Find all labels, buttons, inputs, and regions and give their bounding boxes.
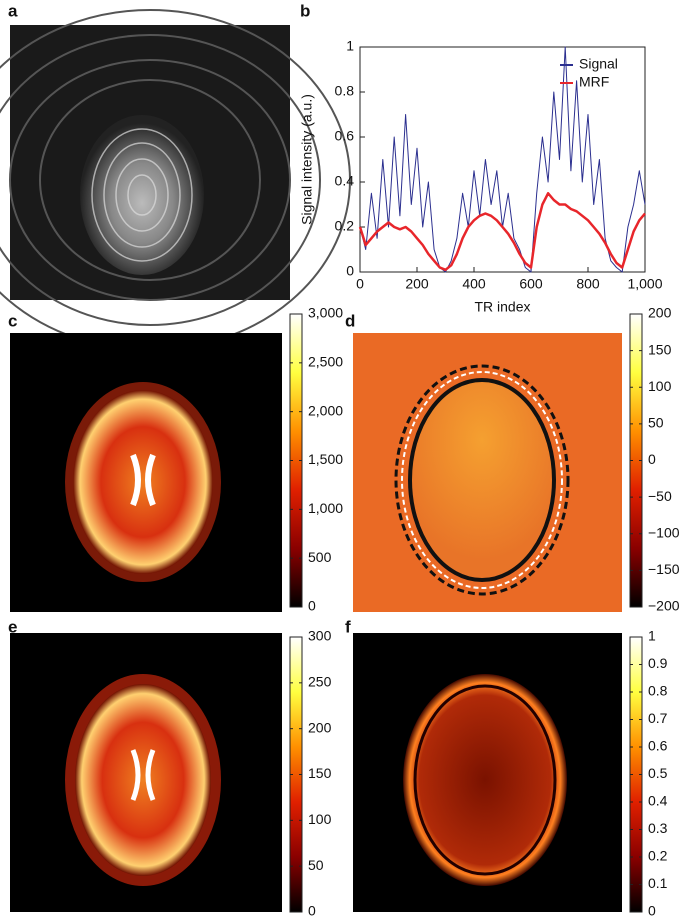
panel-label: e [8,617,17,636]
colorbar-tick-label: 300 [308,628,332,644]
image-d [353,333,622,612]
x-tick-label: 800 [576,276,600,292]
colorbar-tick-label: −200 [648,598,680,614]
colorbar-tick-label: 1 [648,628,656,644]
colorbar-tick-label: 150 [308,765,332,781]
colorbar-tick-label: 0.3 [648,820,668,836]
y-tick-label: 0.8 [335,83,355,99]
colorbar-tick-label: 0 [308,598,316,614]
colorbar-tick-label: 0.9 [648,655,668,671]
colorbar-tick-label: 0.4 [648,793,668,809]
figure: a b 0 0.2 0.4 0.6 0.8 1 0 200 400 600 800 1,000 TR ind… [0,0,685,919]
colorbar-tick-label: −50 [648,488,672,504]
panel-label: c [8,311,17,330]
image-a [0,10,350,350]
colorbar-tick-label: 0.1 [648,875,668,891]
x-axis-label: TR index [474,299,530,315]
colorbar-tick-label: 2,000 [308,402,343,418]
colorbar-tick-label: 0.8 [648,683,668,699]
panel-label: f [345,617,351,636]
colorbar-tick-label: 0.5 [648,765,668,781]
x-tick-label: 0 [356,276,364,292]
legend-label: MRF [579,74,609,90]
colorbar-tick-label: 500 [308,549,332,565]
x-tick-label: 400 [462,276,486,292]
colorbar-tick-label: 3,000 [308,305,343,321]
colorbar-tick-label: 0.7 [648,710,668,726]
y-tick-label: 0.4 [335,173,355,189]
colorbar-tick-label: 50 [308,857,324,873]
y-tick-label: 0 [346,263,354,279]
y-tick-label: 0.2 [335,218,355,234]
colorbar-tick-label: 0.2 [648,848,668,864]
image-c [10,333,282,612]
y-axis-label: Signal intensity (a.u.) [299,94,315,225]
panel-label: d [345,311,355,330]
x-tick-label: 1,000 [627,276,662,292]
colorbar-tick-label: 100 [648,378,672,394]
image-f [353,633,622,912]
colorbar-tick-label: −150 [648,561,680,577]
colorbar-tick-label: 1,000 [308,500,343,516]
colorbar-tick-label: 0 [308,903,316,919]
panel-label: a [8,1,18,20]
colorbar-tick-label: 200 [648,305,672,321]
y-tick-label: 0.6 [335,128,355,144]
colorbar-tick-label: 150 [648,341,672,357]
x-tick-label: 200 [405,276,429,292]
colorbar-tick-label: 0.6 [648,738,668,754]
colorbar-tick-label: 2,500 [308,354,343,370]
colorbar-tick-label: 1,500 [308,451,343,467]
y-tick-label: 1 [346,38,354,54]
colorbar-tick-label: 0 [648,903,656,919]
colorbar-tick-label: 100 [308,811,332,827]
colorbar-tick-label: 200 [308,719,332,735]
x-tick-label: 600 [519,276,543,292]
panel-label: b [300,1,310,20]
colorbar-tick-label: −100 [648,524,680,540]
image-e [10,633,282,912]
colorbar-tick-label: 0 [648,451,656,467]
legend-label: Signal [579,56,618,72]
colorbar-tick-label: 250 [308,674,332,690]
colorbar-tick-label: 50 [648,415,664,431]
